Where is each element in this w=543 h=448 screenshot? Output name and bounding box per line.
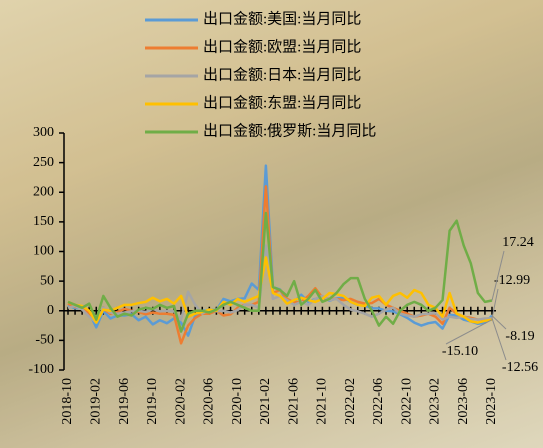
data-label: -12.99 [494, 273, 530, 288]
x-tick-label: 2021-02 [258, 378, 273, 425]
y-tick-label: 250 [33, 155, 54, 170]
x-tick-label: 2022-10 [399, 378, 414, 425]
x-tick-label: 2019-10 [145, 378, 160, 425]
x-tick-label: 2019-06 [117, 378, 132, 425]
x-tick-label: 2022-06 [371, 378, 386, 425]
label-leader [491, 318, 507, 361]
x-tick-label: 2021-06 [286, 378, 301, 425]
x-tick-label: 2018-10 [60, 378, 75, 425]
legend-label: 出口金额:美国:当月同比 [203, 10, 361, 27]
data-label: -12.56 [502, 360, 538, 375]
data-label: -15.10 [442, 344, 478, 359]
y-tick-label: 150 [33, 214, 54, 229]
series-line [67, 211, 493, 333]
x-tick-label: 2023-02 [428, 378, 443, 425]
x-tick-label: 2023-10 [484, 378, 499, 425]
x-tick-label: 2022-02 [343, 378, 358, 425]
legend-label: 出口金额:欧盟:当月同比 [203, 38, 361, 55]
y-tick-label: 0 [47, 303, 54, 318]
label-leader [491, 288, 499, 319]
x-tick-label: 2020-06 [202, 378, 217, 425]
x-tick-label: 2021-10 [315, 378, 330, 425]
x-tick-label: 2019-02 [88, 378, 103, 425]
y-tick-label: 200 [33, 184, 54, 199]
series-line [67, 256, 493, 324]
legend-label: 出口金额:日本:当月同比 [203, 66, 361, 83]
y-tick-label: 300 [33, 125, 54, 140]
legend-label: 出口金额:东盟:当月同比 [203, 94, 361, 111]
data-label: -8.19 [505, 329, 534, 344]
legend-label: 出口金额:俄罗斯:当月同比 [203, 122, 376, 139]
label-leader [491, 250, 505, 301]
x-tick-label: 2020-10 [230, 378, 245, 425]
y-tick-label: -100 [28, 362, 54, 377]
x-tick-label: 2023-06 [456, 378, 471, 425]
x-tick-label: 2020-02 [173, 378, 188, 425]
y-tick-label: 50 [40, 273, 54, 288]
label-leader [491, 315, 507, 330]
data-label: 17.24 [502, 235, 534, 250]
y-tick-label: -50 [35, 333, 54, 348]
y-tick-label: 100 [33, 244, 54, 259]
label-leader [445, 319, 493, 345]
